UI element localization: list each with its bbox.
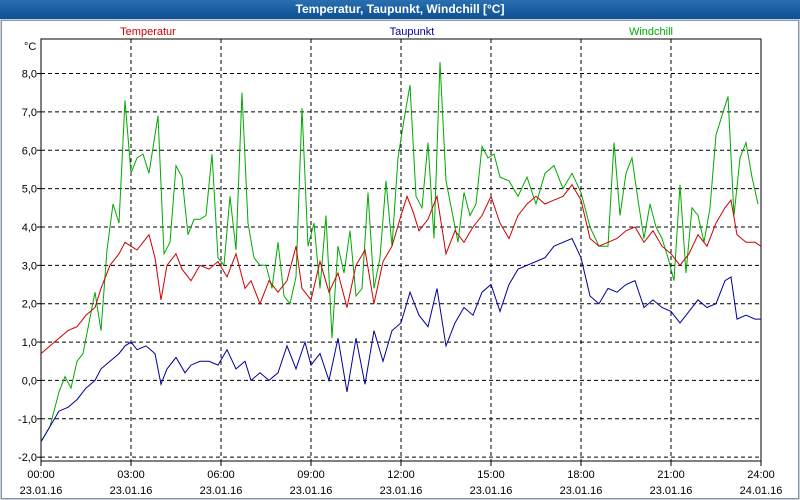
legend-taupunkt: Taupunkt	[390, 26, 435, 38]
x-tick-time-label: 00:00	[27, 469, 55, 481]
series-line-windchill	[40, 61, 759, 443]
x-tick-time-label: 06:00	[207, 469, 235, 481]
legend-temperatur: Temperatur	[120, 26, 176, 38]
x-tick-date-label: 24.01.16	[740, 485, 783, 497]
x-tick-date-label: 23.01.16	[290, 485, 333, 497]
x-tick-time-label: 15:00	[477, 469, 505, 481]
y-axis-label: °C	[24, 41, 36, 53]
y-tick-label: 6,0	[22, 145, 37, 157]
y-tick-label: 5,0	[22, 184, 37, 196]
x-tick-date-label: 23.01.16	[110, 485, 153, 497]
y-tick-label: -1,0	[18, 414, 37, 426]
series-line-temperatur	[40, 183, 762, 354]
x-tick-date-label: 23.01.16	[20, 485, 63, 497]
y-tick-label: 2,0	[22, 299, 37, 311]
x-tick-date-label: 23.01.16	[470, 485, 513, 497]
x-tick-time-label: 12:00	[387, 469, 415, 481]
series-line-taupunkt	[40, 237, 761, 443]
x-tick-time-label: 03:00	[117, 469, 145, 481]
x-tick-time-label: 09:00	[297, 469, 325, 481]
y-tick-label: 3,0	[22, 260, 37, 272]
x-tick-time-label: 24:00	[747, 469, 775, 481]
legend-windchill: Windchill	[629, 26, 673, 38]
x-tick-date-label: 23.01.16	[650, 485, 693, 497]
x-tick-date-label: 23.01.16	[200, 485, 243, 497]
y-tick-label: 8,0	[22, 69, 37, 81]
x-tick-time-label: 21:00	[657, 469, 685, 481]
window-title: Temperatur, Taupunkt, Windchill [°C]	[0, 0, 800, 19]
y-tick-label: 7,0	[22, 107, 37, 119]
x-tick-time-label: 18:00	[567, 469, 595, 481]
x-tick-date-label: 23.01.16	[560, 485, 603, 497]
x-tick-date-label: 23.01.16	[380, 485, 423, 497]
y-tick-label: 1,0	[22, 337, 37, 349]
y-tick-label: 0,0	[22, 375, 37, 387]
y-tick-label: 4,0	[22, 222, 37, 234]
y-tick-label: -2,0	[18, 452, 37, 464]
